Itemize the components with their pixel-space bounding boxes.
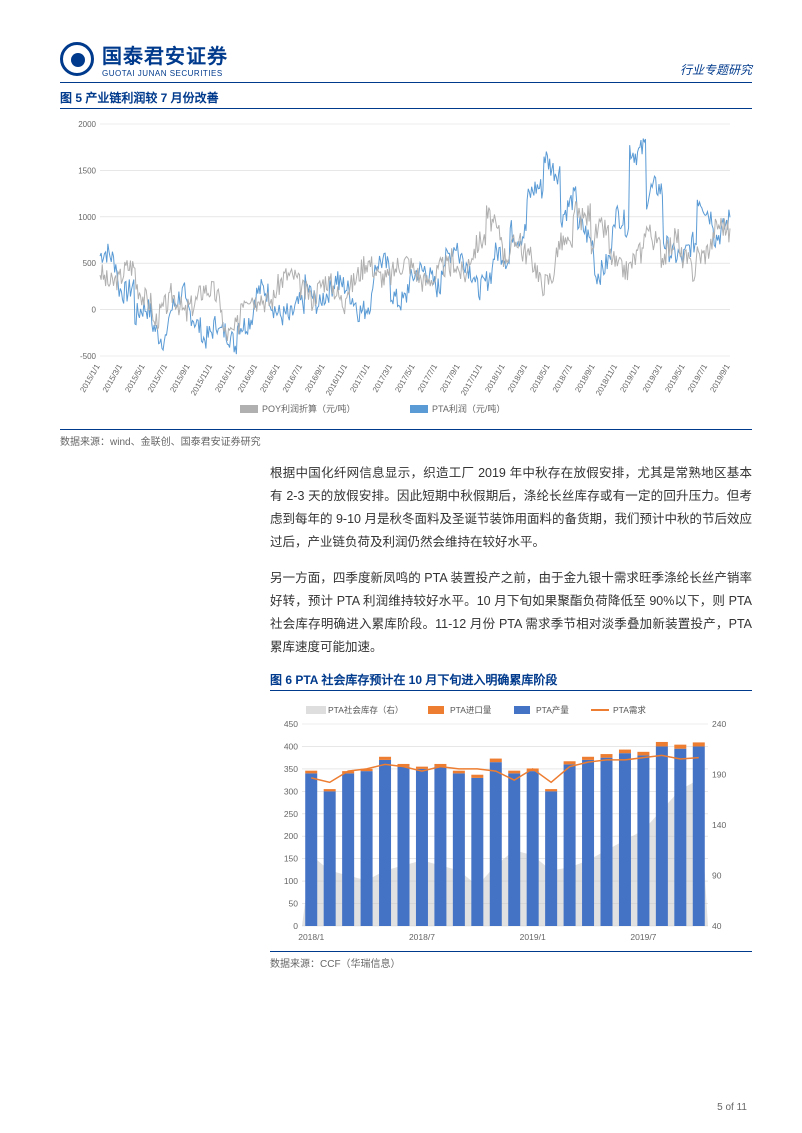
- svg-text:2019/3/1: 2019/3/1: [641, 362, 665, 394]
- svg-text:2015/3/1: 2015/3/1: [101, 362, 125, 394]
- svg-text:1500: 1500: [78, 166, 96, 175]
- svg-text:450: 450: [284, 719, 298, 729]
- svg-text:0: 0: [293, 921, 298, 931]
- svg-text:2019/1/1: 2019/1/1: [618, 362, 642, 394]
- svg-text:2019/1: 2019/1: [520, 932, 546, 942]
- svg-text:PTA进口量: PTA进口量: [450, 705, 492, 715]
- logo-icon: [60, 42, 94, 76]
- svg-text:2016/1/1: 2016/1/1: [213, 362, 237, 394]
- svg-text:2018/7: 2018/7: [409, 932, 435, 942]
- fig5-chart: -50005001000150020002015/1/12015/3/12015…: [60, 114, 740, 424]
- svg-text:POY利润折算（元/吨）: POY利润折算（元/吨）: [262, 403, 356, 414]
- svg-text:2016/5/1: 2016/5/1: [258, 362, 282, 394]
- svg-text:2017/7/1: 2017/7/1: [416, 362, 440, 394]
- svg-text:2018/1/1: 2018/1/1: [483, 362, 507, 394]
- paragraph-1: 根据中国化纤网信息显示，织造工厂 2019 年中秋存在放假安排，尤其是常熟地区基…: [270, 462, 752, 555]
- svg-text:350: 350: [284, 764, 298, 774]
- svg-text:2019/5/1: 2019/5/1: [663, 362, 687, 394]
- svg-text:-500: -500: [80, 352, 97, 361]
- logo-en: GUOTAI JUNAN SECURITIES: [102, 69, 228, 78]
- svg-text:240: 240: [712, 719, 726, 729]
- fig5-title: 图 5 产业链利润较 7 月份改善: [60, 89, 752, 109]
- svg-text:250: 250: [284, 809, 298, 819]
- svg-text:PTA利润（元/吨）: PTA利润（元/吨）: [432, 403, 505, 414]
- svg-text:2018/11/1: 2018/11/1: [594, 362, 620, 397]
- logo-cn: 国泰君安证券: [102, 40, 228, 69]
- svg-text:50: 50: [289, 899, 299, 909]
- svg-text:2016/9/1: 2016/9/1: [303, 362, 327, 394]
- svg-text:2018/7/1: 2018/7/1: [551, 362, 575, 394]
- svg-text:2017/5/1: 2017/5/1: [393, 362, 417, 394]
- svg-text:150: 150: [284, 854, 298, 864]
- svg-text:2015/5/1: 2015/5/1: [123, 362, 147, 394]
- logo-block: 国泰君安证券 GUOTAI JUNAN SECURITIES: [60, 40, 228, 78]
- svg-text:2015/11/1: 2015/11/1: [189, 362, 215, 397]
- fig6-source: 数据来源：CCF（华瑞信息）: [270, 951, 752, 970]
- svg-text:100: 100: [284, 876, 298, 886]
- svg-text:300: 300: [284, 786, 298, 796]
- page-number: 5 of 11: [717, 1102, 747, 1113]
- svg-text:2016/3/1: 2016/3/1: [236, 362, 260, 394]
- svg-text:500: 500: [83, 259, 97, 268]
- svg-text:2017/1/1: 2017/1/1: [348, 362, 372, 394]
- svg-text:2017/9/1: 2017/9/1: [438, 362, 462, 394]
- page-header: 国泰君安证券 GUOTAI JUNAN SECURITIES 行业专题研究: [60, 40, 752, 83]
- fig6-title: 图 6 PTA 社会库存预计在 10 月下旬进入明确累库阶段: [270, 671, 752, 691]
- svg-text:2016/7/1: 2016/7/1: [281, 362, 305, 394]
- svg-text:2016/11/1: 2016/11/1: [324, 362, 350, 397]
- svg-text:2015/7/1: 2015/7/1: [146, 362, 170, 394]
- svg-text:2018/3/1: 2018/3/1: [506, 362, 530, 394]
- paragraph-2: 另一方面，四季度新凤鸣的 PTA 装置投产之前，由于金九银十需求旺季涤纶长丝产销…: [270, 567, 752, 660]
- svg-text:PTA需求: PTA需求: [613, 705, 646, 715]
- svg-text:2019/9/1: 2019/9/1: [708, 362, 732, 394]
- logo-text: 国泰君安证券 GUOTAI JUNAN SECURITIES: [102, 40, 228, 78]
- svg-text:2017/3/1: 2017/3/1: [371, 362, 395, 394]
- fig6-chart: 0 50 100 150 200 250 300 350 400 450 40 90 140 190 240…: [270, 696, 740, 946]
- svg-text:2000: 2000: [78, 120, 96, 129]
- svg-text:190: 190: [712, 770, 726, 780]
- svg-text:2018/5/1: 2018/5/1: [528, 362, 552, 394]
- svg-text:2015/1/1: 2015/1/1: [78, 362, 102, 394]
- svg-text:40: 40: [712, 921, 722, 931]
- svg-text:PTA社会库存（右）: PTA社会库存（右）: [328, 705, 403, 715]
- svg-text:140: 140: [712, 820, 726, 830]
- svg-text:90: 90: [712, 871, 722, 881]
- svg-text:2015/9/1: 2015/9/1: [168, 362, 192, 394]
- header-category: 行业专题研究: [680, 61, 752, 78]
- fig5-source: 数据来源：wind、金联创、国泰君安证券研究: [60, 429, 752, 448]
- svg-text:2019/7: 2019/7: [630, 932, 656, 942]
- svg-text:0: 0: [92, 306, 97, 315]
- svg-text:2018/1: 2018/1: [298, 932, 324, 942]
- svg-text:400: 400: [284, 741, 298, 751]
- svg-text:2017/11/1: 2017/11/1: [459, 362, 485, 397]
- svg-text:1000: 1000: [78, 213, 96, 222]
- svg-text:200: 200: [284, 831, 298, 841]
- svg-text:PTA产量: PTA产量: [536, 705, 569, 715]
- svg-text:2018/9/1: 2018/9/1: [573, 362, 597, 394]
- svg-text:2019/7/1: 2019/7/1: [686, 362, 710, 394]
